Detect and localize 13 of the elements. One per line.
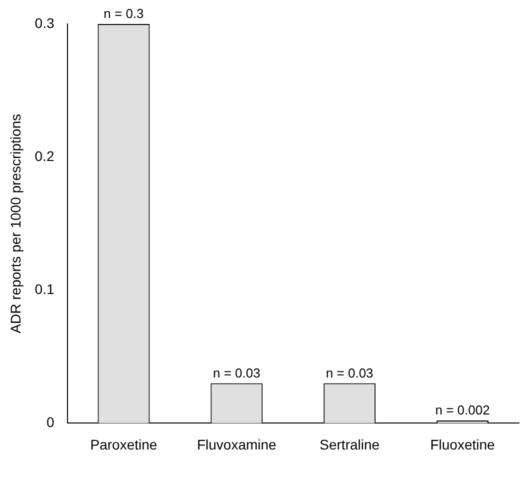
- data-label: n = 0.03: [212, 365, 260, 380]
- x-tick-label: Paroxetine: [90, 436, 158, 452]
- x-tick-label: Sertraline: [320, 436, 380, 452]
- y-tick-label: 0.3: [34, 14, 54, 31]
- x-tick-label: Fluoxetine: [430, 436, 496, 452]
- y-tick-label: 0.1: [34, 280, 54, 297]
- data-label: n = 0.002: [435, 402, 490, 418]
- y-tick-label: 0: [46, 414, 54, 430]
- x-tick-label: Fluvoxamine: [196, 436, 277, 452]
- y-axis-title: ADR reports per 1000 prescriptions: [7, 114, 24, 334]
- data-label: n = 0.3: [104, 6, 144, 22]
- y-tick-label: 0.2: [34, 148, 54, 164]
- data-label: n = 0.03: [326, 365, 374, 380]
